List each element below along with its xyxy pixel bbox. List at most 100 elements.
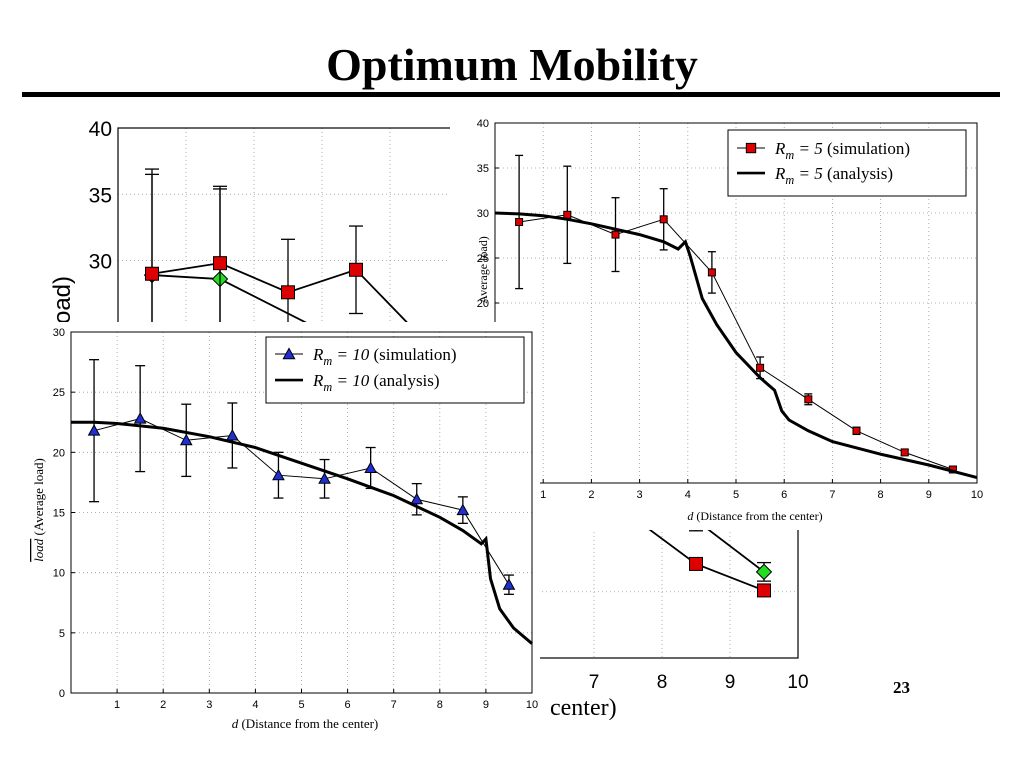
legend-label: Rm = 10 (analysis) <box>312 371 440 394</box>
data-point-triangle <box>226 428 239 441</box>
x-tick-label: 9 <box>926 489 932 501</box>
data-point-square <box>689 556 703 571</box>
plot-frame <box>494 122 978 484</box>
legend-label: Rm = 10 (simulation) <box>312 345 457 368</box>
data-point-square <box>659 215 668 224</box>
chart-right: 1 2 3 4 5 6 7 8 9 10 20 25 30 35 40 d (Distance from th… <box>450 110 1005 530</box>
x-tick-labels: 7 8 9 10 <box>589 672 809 693</box>
legend-box <box>727 129 967 197</box>
data-point-square <box>756 363 765 372</box>
x-tick-label: 10 <box>526 699 538 711</box>
y-tick-label: 25 <box>53 387 65 399</box>
x-tick-label: 9 <box>483 699 489 711</box>
legend-marker <box>282 347 296 360</box>
data-point-triangle <box>502 578 516 590</box>
y-tick-label: 20 <box>53 447 65 459</box>
y-axis-label-fragment: oad) <box>49 276 76 324</box>
x-tick-label: 3 <box>637 489 643 501</box>
data-point-triangle <box>179 433 193 446</box>
x-tick-label: 1 <box>114 699 120 711</box>
slide-title: Optimum Mobility <box>326 39 698 90</box>
data-point-square <box>145 266 159 281</box>
x-tick-label: 4 <box>252 699 258 711</box>
y-tick-label: 5 <box>59 628 65 640</box>
x-tick-label: 9 <box>725 672 736 693</box>
data-point-square <box>349 262 363 277</box>
x-tick-labels: 1 2 3 4 5 6 7 8 9 10 <box>114 699 538 711</box>
y-tick-label: 40 <box>89 118 112 141</box>
x-tick-labels: 1 2 3 4 5 6 7 8 9 10 <box>540 489 983 501</box>
data-point-square <box>900 448 909 457</box>
series-1-none <box>71 420 533 645</box>
y-tick-label: 15 <box>53 507 65 519</box>
chart-front: 1 2 3 4 5 6 7 8 9 10 0 5 10 15 20 25 30 d (Distance from … <box>10 322 540 735</box>
y-axis-label: Average load) <box>476 236 490 303</box>
x-axis-label-fragment: center) <box>550 695 617 721</box>
data-point-square <box>281 285 295 300</box>
x-tick-label: 7 <box>391 699 397 711</box>
data-point-triangle <box>456 503 470 516</box>
data-point-square <box>804 395 813 404</box>
y-tick-label: 35 <box>477 163 489 175</box>
data-point-square <box>563 210 572 219</box>
series-1-none <box>494 211 978 480</box>
page-number: 23 <box>893 678 910 697</box>
x-tick-label: 8 <box>437 699 443 711</box>
x-tick-label: 7 <box>589 672 600 693</box>
x-axis-label: d (Distance from the center) <box>232 716 379 731</box>
y-tick-labels: 30 35 40 <box>89 118 112 274</box>
legend-label: Rm = 5 (analysis) <box>774 164 893 187</box>
data-point-square <box>757 583 771 598</box>
data-point-square <box>515 218 524 226</box>
x-tick-label: 2 <box>588 489 594 501</box>
x-axis-label: d (Distance from the center) <box>687 509 822 523</box>
data-point-triangle <box>87 424 101 436</box>
data-point-triangle <box>318 472 331 484</box>
y-tick-labels: 20 25 30 35 40 <box>477 118 489 310</box>
y-tick-label: 35 <box>89 184 112 207</box>
analysis-line <box>71 420 533 645</box>
data-point-triangle <box>133 412 147 424</box>
series-0-triangle <box>87 359 516 595</box>
y-tick-label: 40 <box>477 118 489 130</box>
data-point-square <box>852 426 861 435</box>
legend-marker <box>745 142 757 154</box>
x-tick-label: 1 <box>540 489 546 501</box>
legend: Rm = 5 (simulation)Rm = 5 (analysis) <box>727 129 967 197</box>
legend-box <box>265 336 525 404</box>
y-tick-label: 10 <box>53 568 65 580</box>
y-tick-label: 30 <box>53 327 65 339</box>
y-tick-label: 30 <box>477 208 489 220</box>
x-tick-label: 8 <box>657 672 668 693</box>
legend-label: Rm = 5 (simulation) <box>774 139 910 162</box>
legend: Rm = 10 (simulation) Rm = 10 (analysis) <box>265 336 525 404</box>
x-tick-label: 4 <box>685 489 691 501</box>
y-tick-label: 0 <box>59 688 65 700</box>
y-axis-label: load (Average load) <box>31 458 46 562</box>
data-point-triangle <box>364 461 377 473</box>
series-0-square <box>515 154 957 474</box>
y-tick-label: 25 <box>477 253 489 265</box>
data-point-square <box>707 268 716 277</box>
analysis-line <box>494 211 978 480</box>
y-tick-labels: 0 5 10 15 20 25 30 <box>53 327 65 700</box>
x-tick-label: 5 <box>298 699 304 711</box>
data-point-square <box>213 256 227 271</box>
x-tick-label: 7 <box>829 489 835 501</box>
x-tick-label: 6 <box>345 699 351 711</box>
y-tick-label: 20 <box>477 298 489 310</box>
title-rule <box>22 92 1000 97</box>
x-tick-label: 3 <box>206 699 212 711</box>
data-point-triangle <box>272 468 285 481</box>
data-point-diamond <box>755 563 773 581</box>
y-tick-label: 30 <box>89 251 112 274</box>
data-point-square <box>611 230 620 239</box>
x-tick-label: 2 <box>160 699 166 711</box>
x-tick-label: 10 <box>787 672 808 693</box>
x-tick-label: 6 <box>781 489 787 501</box>
plot-frame <box>70 331 533 694</box>
x-tick-label: 5 <box>733 489 739 501</box>
x-tick-label: 8 <box>878 489 884 501</box>
data-point-triangle <box>410 492 424 505</box>
x-tick-label: 10 <box>971 489 983 501</box>
